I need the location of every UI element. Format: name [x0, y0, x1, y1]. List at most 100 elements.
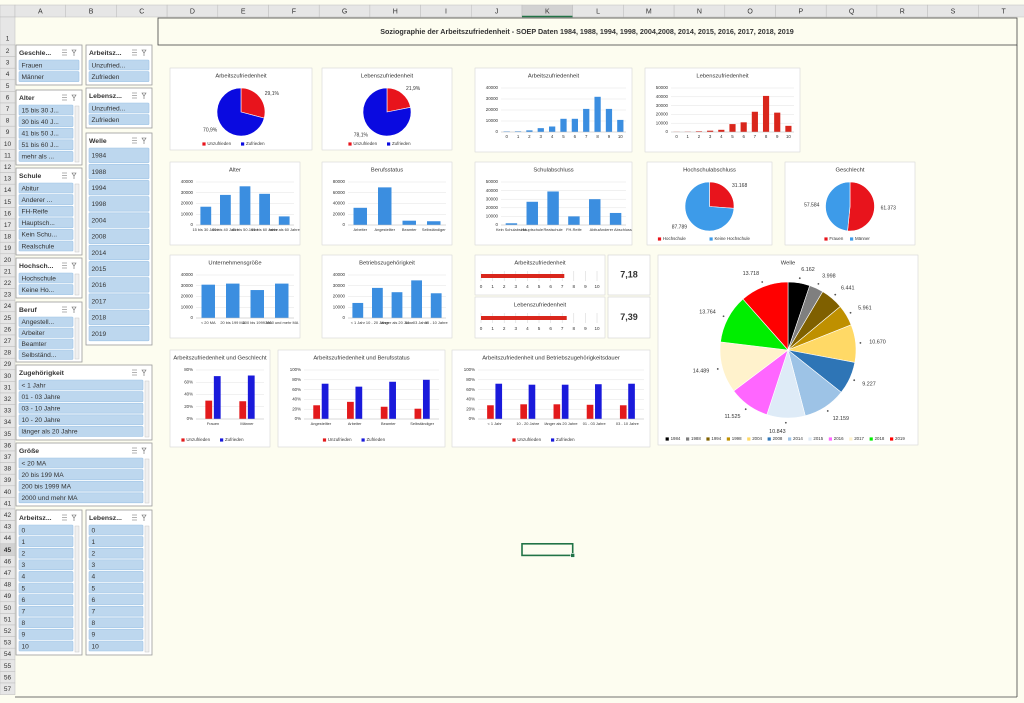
slicer-item[interactable]	[88, 163, 150, 180]
slicer-item[interactable]	[18, 127, 74, 139]
slicer-item[interactable]	[18, 469, 144, 480]
slicer-item[interactable]	[88, 244, 150, 261]
slicer-item[interactable]	[88, 196, 150, 212]
slicer-multiselect-icon[interactable]	[62, 94, 67, 101]
slicer-item[interactable]	[18, 582, 74, 594]
slicer-item[interactable]	[18, 492, 144, 504]
selected-cell[interactable]	[521, 542, 574, 557]
slicer-item[interactable]	[18, 391, 144, 402]
slicer-item[interactable]	[88, 293, 150, 309]
slicer-item[interactable]	[88, 617, 144, 629]
slicer-item[interactable]	[88, 114, 150, 125]
slicer-clear-icon[interactable]	[141, 369, 147, 376]
slicer-item[interactable]	[88, 180, 150, 196]
slicer-item[interactable]	[18, 71, 80, 82]
slicer-item[interactable]	[18, 524, 74, 536]
slicer-clear-icon[interactable]	[71, 514, 77, 521]
slicer-item[interactable]	[88, 640, 144, 652]
slicer-item[interactable]	[88, 277, 150, 293]
slicer-clear-icon[interactable]	[141, 137, 147, 144]
slicer-clear-icon[interactable]	[71, 262, 77, 269]
slicer-item[interactable]	[88, 629, 144, 640]
slicer-clear-icon[interactable]	[71, 94, 77, 101]
slicer-item[interactable]	[18, 605, 74, 617]
slicer-item[interactable]	[18, 59, 80, 71]
slicer-item[interactable]	[18, 104, 74, 116]
slicer-item[interactable]	[88, 594, 144, 605]
slicer-item[interactable]	[18, 402, 144, 414]
slicer-item[interactable]	[88, 536, 144, 547]
slicer-item[interactable]	[18, 379, 144, 391]
chart-title: Alter	[229, 168, 241, 174]
column-label: K	[545, 8, 550, 15]
slicer-item[interactable]	[88, 228, 150, 244]
slicer-clear-icon[interactable]	[71, 172, 77, 179]
slicer-item[interactable]	[18, 229, 74, 240]
slicer-item[interactable]	[18, 182, 74, 194]
slicer-multiselect-icon[interactable]	[62, 306, 67, 313]
slicer-clear-icon[interactable]	[141, 514, 147, 521]
slicer-item[interactable]	[88, 309, 150, 325]
slicer-item[interactable]	[88, 261, 150, 277]
slicer-item[interactable]	[18, 327, 74, 338]
slicer-item[interactable]	[88, 212, 150, 228]
slicer-item[interactable]	[18, 194, 74, 205]
slicer-multiselect-icon[interactable]	[132, 514, 137, 521]
slicer-item[interactable]	[18, 571, 74, 582]
slicer-item[interactable]	[18, 217, 74, 229]
slicer-multiselect-icon[interactable]	[132, 92, 137, 99]
slicer-item[interactable]	[18, 536, 74, 547]
slicer-item[interactable]	[18, 480, 144, 492]
slicer-clear-icon[interactable]	[141, 92, 147, 99]
slicer-item[interactable]	[18, 316, 74, 327]
slicer-item[interactable]	[18, 640, 74, 652]
x-tick-label: 01 - 03 Jahre	[405, 320, 428, 325]
row-header[interactable]	[0, 682, 16, 695]
slicer-item[interactable]	[18, 139, 74, 151]
slicer-item[interactable]	[18, 594, 74, 605]
slicer-item[interactable]	[88, 547, 144, 559]
slicer-item[interactable]	[18, 338, 74, 349]
slicer-item[interactable]	[18, 457, 144, 469]
slicer-item[interactable]	[18, 629, 74, 640]
slicer-item[interactable]	[18, 151, 74, 162]
slicer-item[interactable]	[88, 582, 144, 594]
slicer-item[interactable]	[18, 617, 74, 629]
slicer-clear-icon[interactable]	[141, 49, 147, 56]
slicer-clear-icon[interactable]	[141, 447, 147, 454]
slicer-clear-icon[interactable]	[71, 306, 77, 313]
slicer-clear-icon[interactable]	[71, 49, 77, 56]
slicer-item[interactable]	[88, 59, 150, 71]
chart-area[interactable]	[644, 67, 801, 153]
column-header[interactable]	[978, 4, 1024, 18]
slicer-multiselect-icon[interactable]	[62, 262, 67, 269]
slicer-multiselect-icon[interactable]	[62, 514, 67, 521]
slicer-item[interactable]	[18, 284, 74, 295]
slicer-item[interactable]	[18, 426, 144, 437]
slicer-multiselect-icon[interactable]	[132, 369, 137, 376]
slicer-multiselect-icon[interactable]	[132, 447, 137, 454]
slicer-item[interactable]	[18, 547, 74, 559]
slicer-item[interactable]	[88, 571, 144, 582]
slicer-item[interactable]	[88, 71, 150, 82]
x-tick-label: 15 bis 30 Jahre	[192, 227, 219, 232]
slicer-multiselect-icon[interactable]	[62, 172, 67, 179]
bar	[785, 125, 792, 132]
slicer-item[interactable]	[88, 147, 150, 163]
slicer-item[interactable]	[18, 414, 144, 426]
slicer-item[interactable]	[88, 325, 150, 342]
slicer-multiselect-icon[interactable]	[62, 49, 67, 56]
slicer-item[interactable]	[18, 116, 74, 127]
slicer-item[interactable]	[88, 524, 144, 536]
chart-area[interactable]	[451, 349, 651, 448]
slicer-item[interactable]	[88, 102, 150, 114]
slicer-item[interactable]	[88, 559, 144, 571]
slicer-item[interactable]	[18, 240, 74, 252]
slicer-multiselect-icon[interactable]	[132, 49, 137, 56]
slicer-item[interactable]	[18, 349, 74, 360]
slicer-multiselect-icon[interactable]	[132, 137, 137, 144]
slicer-item[interactable]	[18, 205, 74, 217]
slicer-item[interactable]	[88, 605, 144, 617]
slicer-item[interactable]	[18, 559, 74, 571]
slicer-item[interactable]	[18, 272, 74, 284]
